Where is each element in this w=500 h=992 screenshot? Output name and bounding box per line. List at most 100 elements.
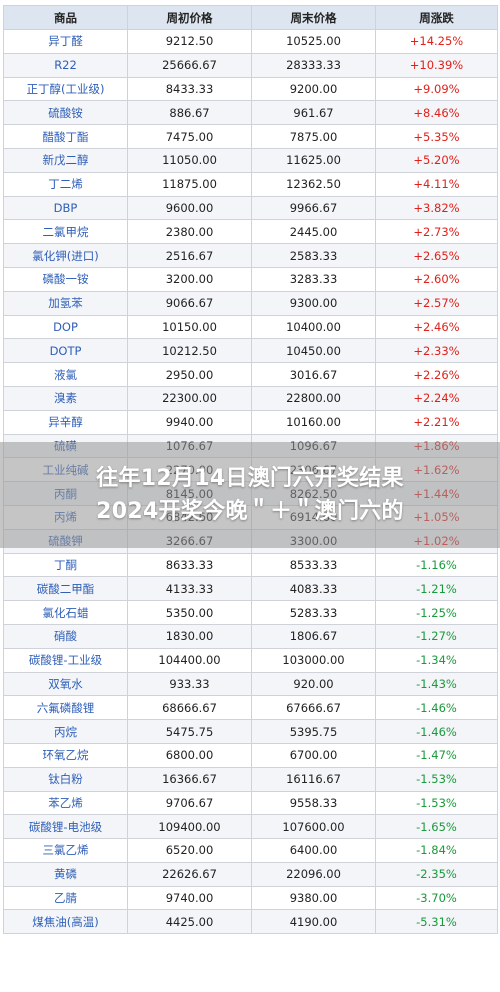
week-end-price-cell: 67666.67: [251, 695, 376, 721]
table-row: 碳酸锂-工业级 104400.00 103000.00 -1.34%: [3, 647, 498, 673]
week-end-price-cell: 22096.00: [251, 861, 376, 887]
table-row: DOTP 10212.50 10450.00 +2.33%: [3, 338, 498, 364]
commodity-name-cell: 加氢苯: [3, 290, 128, 316]
table-row: 硫酸铵 886.67 961.67 +8.46%: [3, 100, 498, 126]
weekly-change-cell: -1.34%: [375, 647, 498, 673]
week-end-price-cell: 22800.00: [251, 385, 376, 411]
weekly-change-cell: -1.21%: [375, 576, 498, 602]
header-weekly-change: 周涨跌: [375, 5, 498, 30]
weekly-change-cell: +8.46%: [375, 100, 498, 126]
weekly-change-cell: +4.11%: [375, 171, 498, 197]
week-end-price-cell: 10450.00: [251, 338, 376, 364]
week-start-price-cell: 22300.00: [127, 385, 252, 411]
price-change-table-container: 商品 周初价格 周末价格 周涨跌 异丁醛 9212.50 10525.00 +14.2…: [3, 5, 498, 935]
table-row: DBP 9600.00 9966.67 +3.82%: [3, 195, 498, 221]
table-row: 异丁醛 9212.50 10525.00 +14.25%: [3, 29, 498, 54]
commodity-name-cell: 丙烷: [3, 719, 128, 744]
week-start-price-cell: 8433.33: [127, 76, 252, 102]
weekly-change-cell: -1.46%: [375, 695, 498, 721]
week-start-price-cell: 11050.00: [127, 147, 252, 173]
commodity-name-cell: DBP: [3, 195, 128, 221]
week-start-price-cell: 6800.00: [127, 742, 252, 768]
commodity-name-cell: 煤焦油(高温): [3, 909, 128, 935]
weekly-change-cell: -1.43%: [375, 671, 498, 697]
table-row: 二氯甲烷 2380.00 2445.00 +2.73%: [3, 219, 498, 245]
week-start-price-cell: 9066.67: [127, 290, 252, 316]
week-start-price-cell: 5350.00: [127, 600, 252, 625]
week-end-price-cell: 7875.00: [251, 124, 376, 149]
table-row: 六氟磷酸锂 68666.67 67666.67 -1.46%: [3, 695, 498, 721]
week-end-price-cell: 2445.00: [251, 219, 376, 245]
week-end-price-cell: 10400.00: [251, 314, 376, 340]
week-start-price-cell: 16366.67: [127, 766, 252, 792]
commodity-name-cell: DOP: [3, 314, 128, 340]
week-start-price-cell: 4425.00: [127, 909, 252, 935]
commodity-name-cell: DOTP: [3, 338, 128, 364]
table-row: 钛白粉 16366.67 16116.67 -1.53%: [3, 766, 498, 792]
commodity-name-cell: 硝酸: [3, 623, 128, 649]
table-row: 双氧水 933.33 920.00 -1.43%: [3, 671, 498, 697]
commodity-name-cell: 二氯甲烷: [3, 219, 128, 245]
week-start-price-cell: 1830.00: [127, 623, 252, 649]
table-row: 正丁醇(工业级) 8433.33 9200.00 +9.09%: [3, 76, 498, 102]
week-start-price-cell: 9940.00: [127, 409, 252, 435]
weekly-change-cell: -1.27%: [375, 623, 498, 649]
weekly-change-cell: -1.53%: [375, 766, 498, 792]
commodity-name-cell: 三氯乙烯: [3, 838, 128, 863]
week-start-price-cell: 2380.00: [127, 219, 252, 245]
weekly-change-cell: -2.35%: [375, 861, 498, 887]
week-start-price-cell: 2950.00: [127, 362, 252, 387]
week-end-price-cell: 9300.00: [251, 290, 376, 316]
commodity-name-cell: R22: [3, 52, 128, 78]
weekly-change-cell: -1.16%: [375, 552, 498, 578]
week-start-price-cell: 9600.00: [127, 195, 252, 221]
commodity-name-cell: 氯化石蜡: [3, 600, 128, 625]
commodity-name-cell: 溴素: [3, 385, 128, 411]
weekly-change-cell: +10.39%: [375, 52, 498, 78]
table-row: 三氯乙烯 6520.00 6400.00 -1.84%: [3, 838, 498, 863]
header-week-end-price: 周末价格: [251, 5, 376, 30]
commodity-name-cell: 丁酮: [3, 552, 128, 578]
weekly-change-cell: +5.35%: [375, 124, 498, 149]
weekly-change-cell: +9.09%: [375, 76, 498, 102]
table-row: 黄磷 22626.67 22096.00 -2.35%: [3, 861, 498, 887]
overlay-title-line-2: 2024开奖今晚＂＋＂澳门六的: [96, 499, 404, 524]
week-start-price-cell: 10150.00: [127, 314, 252, 340]
week-end-price-cell: 11625.00: [251, 147, 376, 173]
week-start-price-cell: 104400.00: [127, 647, 252, 673]
week-start-price-cell: 25666.67: [127, 52, 252, 78]
header-commodity: 商品: [3, 5, 128, 30]
table-row: 液氯 2950.00 3016.67 +2.26%: [3, 362, 498, 387]
week-end-price-cell: 107600.00: [251, 814, 376, 840]
commodity-name-cell: 六氟磷酸锂: [3, 695, 128, 721]
commodity-name-cell: 碳酸锂-工业级: [3, 647, 128, 673]
table-row: 煤焦油(高温) 4425.00 4190.00 -5.31%: [3, 909, 498, 935]
commodity-name-cell: 异辛醇: [3, 409, 128, 435]
commodity-name-cell: 环氧乙烷: [3, 742, 128, 768]
table-body: 异丁醛 9212.50 10525.00 +14.25% R22 25666.67 2833…: [3, 29, 498, 935]
commodity-name-cell: 钛白粉: [3, 766, 128, 792]
weekly-change-cell: +14.25%: [375, 29, 498, 54]
week-end-price-cell: 3016.67: [251, 362, 376, 387]
week-end-price-cell: 3283.33: [251, 266, 376, 292]
week-end-price-cell: 6400.00: [251, 838, 376, 863]
commodity-name-cell: 苯乙烯: [3, 790, 128, 816]
title-overlay-banner: 往年12月14日澳门六开奖结果 2024开奖今晚＂＋＂澳门六的: [0, 442, 500, 548]
week-start-price-cell: 10212.50: [127, 338, 252, 364]
weekly-change-cell: -1.47%: [375, 742, 498, 768]
commodity-name-cell: 双氧水: [3, 671, 128, 697]
week-end-price-cell: 9966.67: [251, 195, 376, 221]
weekly-change-cell: -1.25%: [375, 600, 498, 625]
weekly-change-cell: +2.33%: [375, 338, 498, 364]
weekly-change-cell: +2.21%: [375, 409, 498, 435]
week-end-price-cell: 4083.33: [251, 576, 376, 602]
commodity-name-cell: 新戊二醇: [3, 147, 128, 173]
weekly-change-cell: +2.57%: [375, 290, 498, 316]
table-row: 苯乙烯 9706.67 9558.33 -1.53%: [3, 790, 498, 816]
week-end-price-cell: 9380.00: [251, 885, 376, 911]
weekly-change-cell: +3.82%: [375, 195, 498, 221]
week-end-price-cell: 961.67: [251, 100, 376, 126]
table-header-row: 商品 周初价格 周末价格 周涨跌: [3, 5, 498, 30]
weekly-change-cell: +2.46%: [375, 314, 498, 340]
week-end-price-cell: 8533.33: [251, 552, 376, 578]
